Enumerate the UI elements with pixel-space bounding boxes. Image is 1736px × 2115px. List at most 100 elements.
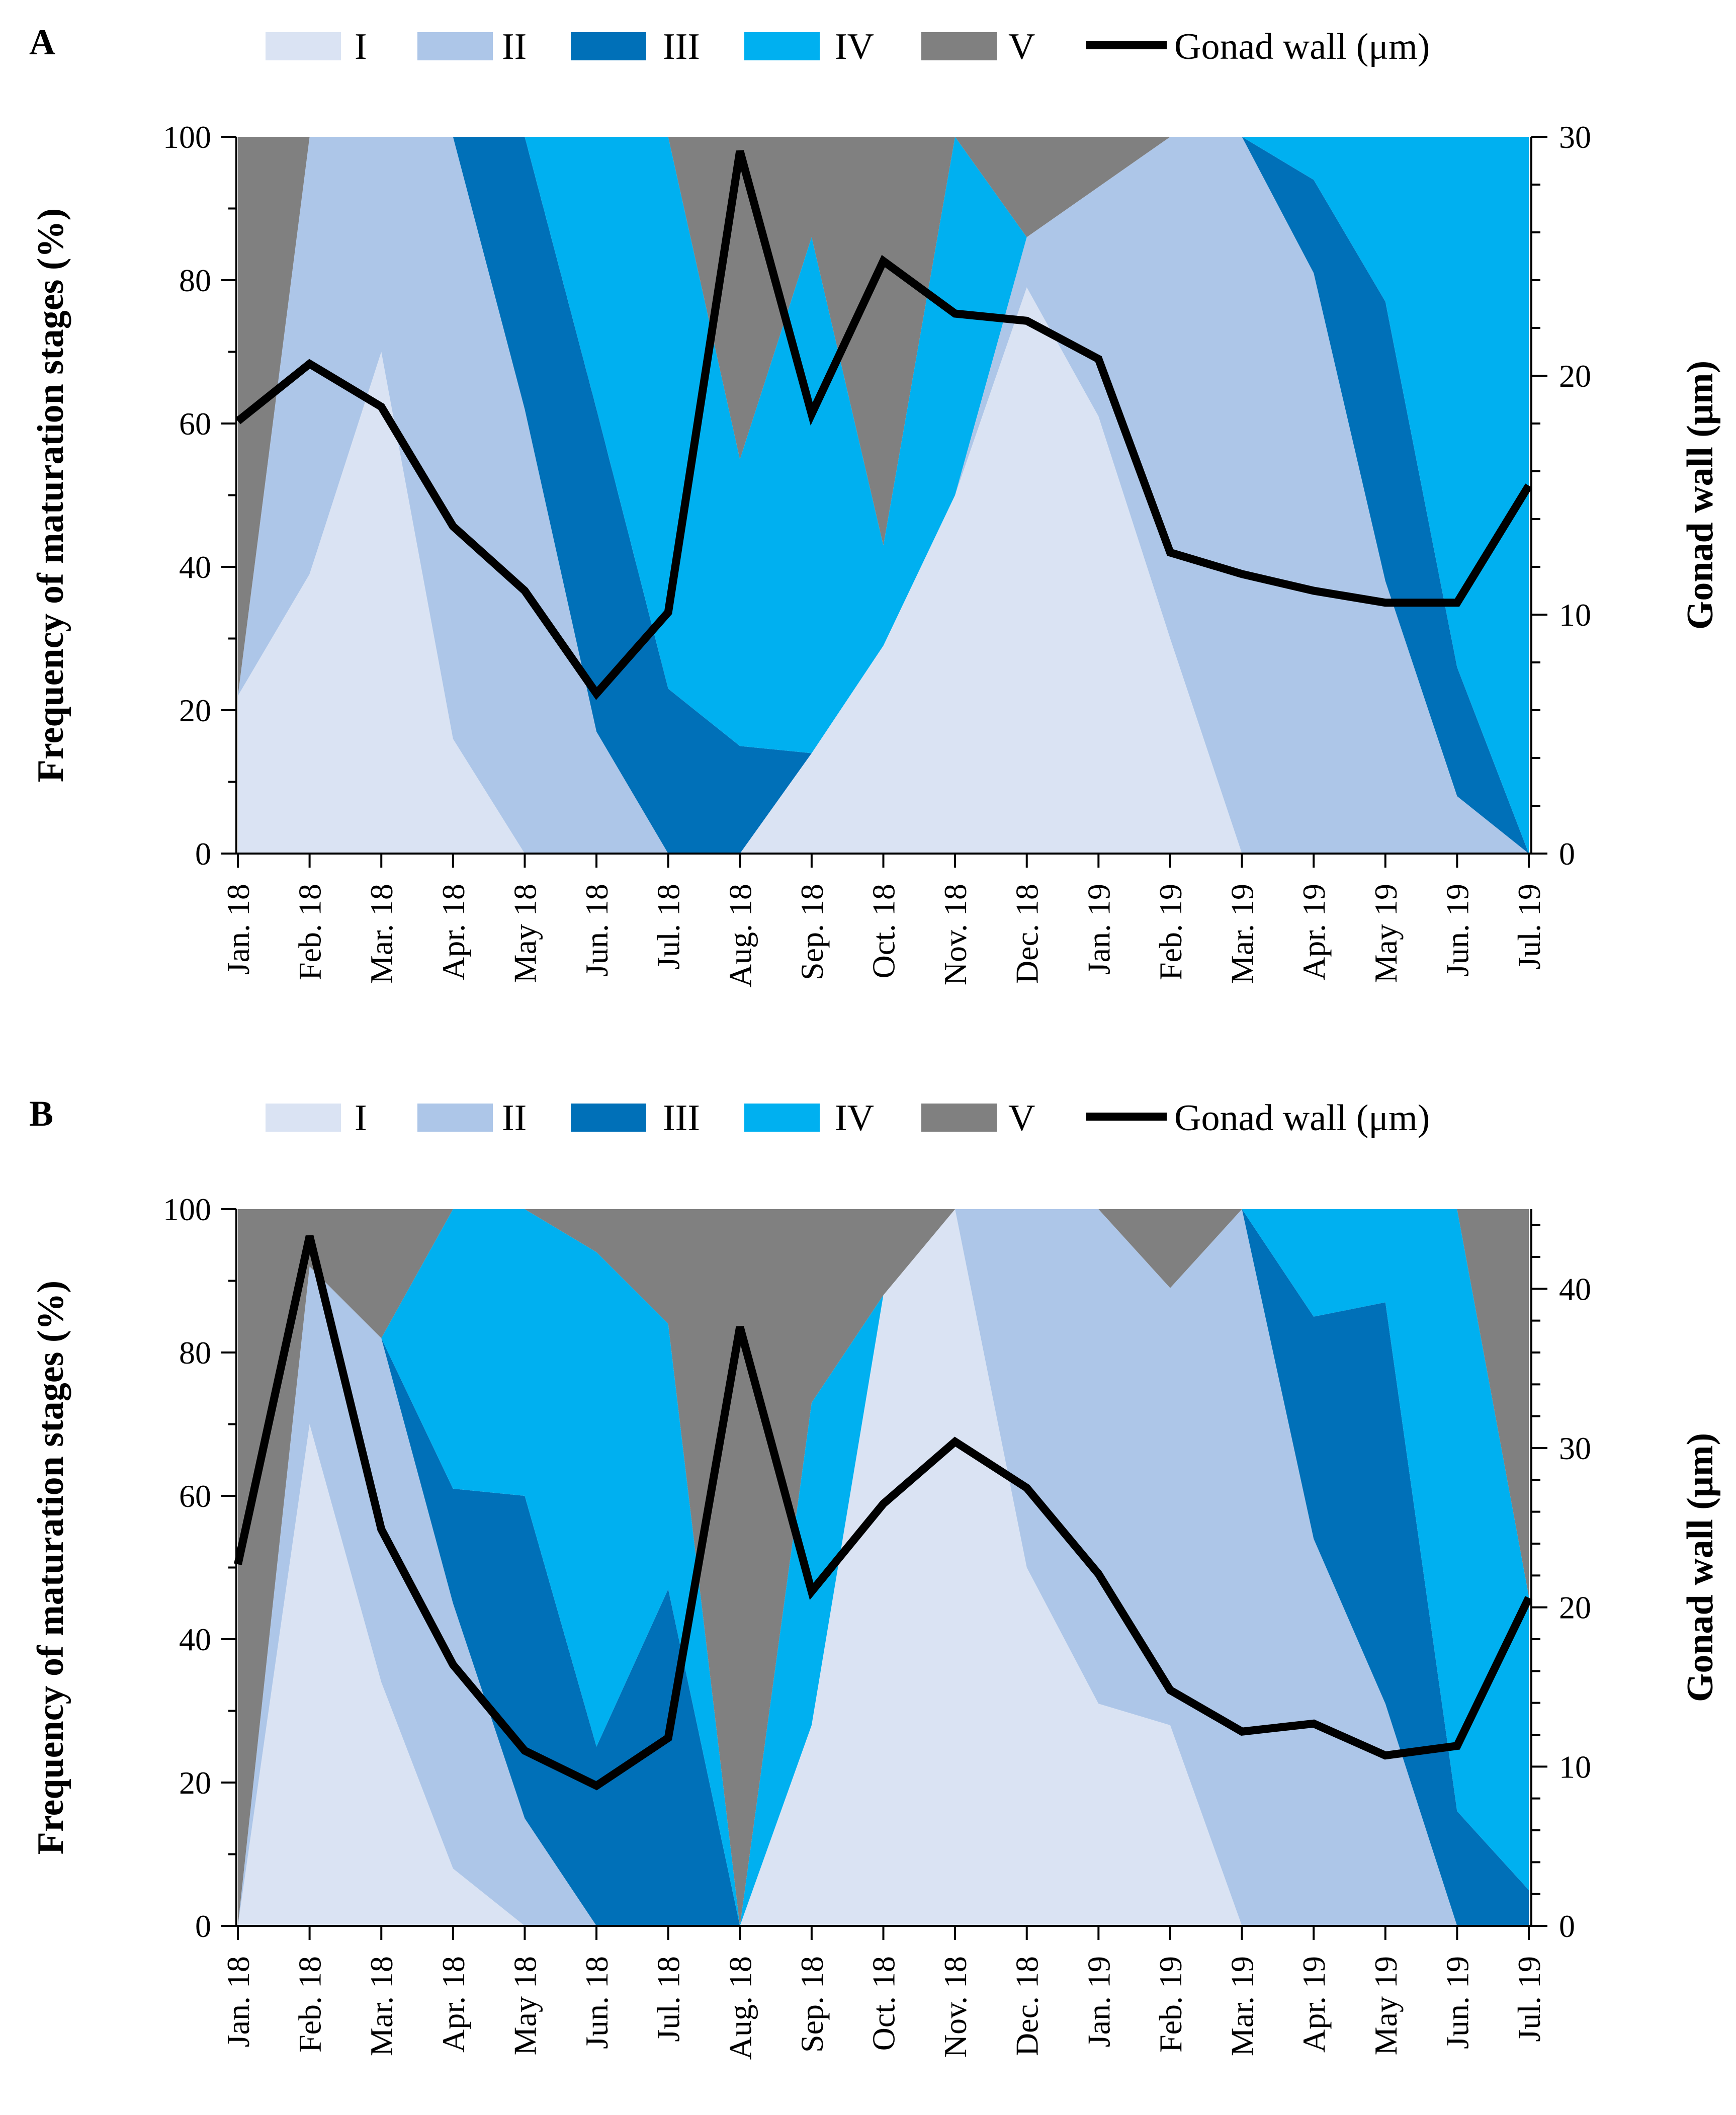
x-tick-label: Jan. 18 (220, 884, 256, 975)
legend-swatch-v (921, 1104, 997, 1132)
legend: I II III IV V Gonad wall (μm) (266, 1097, 1430, 1139)
area-stage-v (238, 1209, 1529, 1926)
area-stage-iii (238, 1209, 1529, 1926)
y2-axis-title: Gonad wall (μm) (1680, 361, 1721, 630)
x-tick-label: Jan. 19 (1081, 1956, 1116, 2047)
y-tick-label: 0 (195, 836, 211, 872)
y2-tick-label: 30 (1559, 1430, 1591, 1466)
legend-swatch-ii (417, 1104, 493, 1132)
legend-label-i: I (355, 26, 367, 67)
y2-tick-label: 30 (1559, 119, 1591, 155)
x-tick-label: Jun. 19 (1439, 1956, 1475, 2049)
y2-tick-label: 10 (1559, 597, 1591, 633)
legend-label-gonad-wall: Gonad wall (μm) (1174, 1097, 1430, 1139)
x-tick-label: Jan. 18 (220, 1956, 256, 2047)
x-tick-label: Aug. 18 (722, 1956, 758, 2060)
y-tick-label: 60 (179, 1478, 211, 1514)
y-tick-label: 100 (163, 1192, 211, 1227)
x-tick-label: Jun. 18 (579, 1956, 615, 2049)
y-tick-label: 20 (179, 1765, 211, 1801)
x-tick-label: Sep. 18 (794, 1956, 830, 2053)
y-tick-label: 80 (179, 263, 211, 298)
legend-label-ii: II (502, 1097, 527, 1139)
x-tick-label: Jan. 19 (1081, 884, 1116, 975)
y-tick-label: 40 (179, 549, 211, 585)
x-tick-label: Feb. 19 (1153, 1956, 1188, 2053)
chart-panel-b: B I II III IV V Gonad wall (μm)020406080100010… (29, 1093, 1721, 2060)
y-tick-label: 20 (179, 693, 211, 728)
x-tick-label: Dec. 18 (1009, 884, 1045, 984)
stacked-areas (238, 1209, 1529, 1926)
x-tick-label: Mar. 19 (1225, 1956, 1260, 2056)
legend-label-gonad-wall: Gonad wall (μm) (1174, 26, 1430, 67)
x-tick-label: Sep. 18 (794, 884, 830, 980)
x-tick-label: Aug. 18 (722, 884, 758, 987)
x-tick-label: May 18 (507, 1956, 543, 2055)
y2-axis-title: Gonad wall (μm) (1680, 1433, 1721, 1702)
legend-swatch-v (921, 32, 997, 60)
x-tick-label: Mar. 18 (364, 1956, 399, 2056)
x-tick-label: Jun. 18 (579, 884, 615, 977)
y2-tick-label: 0 (1559, 1908, 1575, 1944)
area-stage-v (238, 137, 1529, 696)
legend-label-iv: IV (835, 26, 874, 67)
area-stage-ii (238, 137, 1529, 854)
x-tick-label: Feb. 19 (1153, 884, 1188, 980)
legend-swatch-i (266, 1104, 341, 1132)
legend-label-iii: III (663, 1097, 700, 1139)
x-tick-label: Mar. 18 (364, 884, 399, 984)
legend-label-ii: II (502, 26, 527, 67)
y-tick-label: 80 (179, 1335, 211, 1371)
x-tick-label: May 19 (1368, 884, 1404, 983)
y-tick-label: 100 (163, 119, 211, 155)
y2-tick-label: 20 (1559, 1590, 1591, 1626)
legend-swatch-iv (744, 32, 820, 60)
legend-label-v: V (1008, 26, 1035, 67)
legend-swatch-iv (744, 1104, 820, 1132)
x-tick-label: Feb. 18 (292, 1956, 328, 2053)
legend-label-i: I (355, 1097, 367, 1139)
x-tick-label: Nov. 18 (937, 884, 973, 985)
x-tick-label: Feb. 18 (292, 884, 328, 980)
x-tick-label: Apr. 19 (1296, 884, 1332, 980)
x-tick-label: Jul. 19 (1511, 884, 1547, 970)
stacked-areas (238, 137, 1529, 854)
x-tick-label: Apr. 19 (1296, 1956, 1332, 2053)
area-stage-iv (238, 137, 1529, 854)
x-tick-label: Jul. 18 (651, 884, 686, 970)
x-tick-label: May 19 (1368, 1956, 1404, 2055)
legend-swatch-iii (571, 32, 646, 60)
legend-label-v: V (1008, 1097, 1035, 1139)
x-tick-label: Oct. 18 (866, 1956, 902, 2051)
legend-swatch-ii (417, 32, 493, 60)
x-tick-label: Nov. 18 (937, 1956, 973, 2058)
panel-label: A (29, 22, 55, 62)
area-stage-i (238, 1209, 1529, 1926)
legend-swatch-i (266, 32, 341, 60)
area-stage-ii (238, 1209, 1529, 1926)
gonad-wall-line (234, 1235, 1533, 1791)
chart-panel-a: A I II III IV V Gonad wall (μm)020406080100010… (29, 22, 1721, 987)
y-tick-label: 60 (179, 406, 211, 442)
y-axis-title: Frequency of maturation stages (%) (30, 208, 71, 782)
y2-tick-label: 40 (1559, 1271, 1591, 1307)
x-tick-label: May 18 (507, 884, 543, 983)
x-tick-label: Apr. 18 (436, 884, 471, 980)
legend-label-iii: III (663, 26, 700, 67)
x-tick-label: Apr. 18 (436, 1956, 471, 2053)
y-tick-label: 0 (195, 1908, 211, 1944)
panel-label: B (29, 1093, 53, 1134)
y-tick-label: 40 (179, 1622, 211, 1657)
y-axis-title: Frequency of maturation stages (%) (30, 1281, 71, 1854)
legend-label-iv: IV (835, 1097, 874, 1139)
x-tick-label: Mar. 19 (1225, 884, 1260, 984)
x-tick-label: Jul. 19 (1511, 1956, 1547, 2042)
x-tick-label: Jun. 19 (1439, 884, 1475, 977)
area-stage-iii (238, 137, 1529, 854)
y2-tick-label: 10 (1559, 1749, 1591, 1785)
area-stage-iv (238, 1209, 1529, 1926)
y2-tick-label: 0 (1559, 836, 1575, 872)
x-tick-label: Jul. 18 (651, 1956, 686, 2042)
x-tick-label: Oct. 18 (866, 884, 902, 978)
